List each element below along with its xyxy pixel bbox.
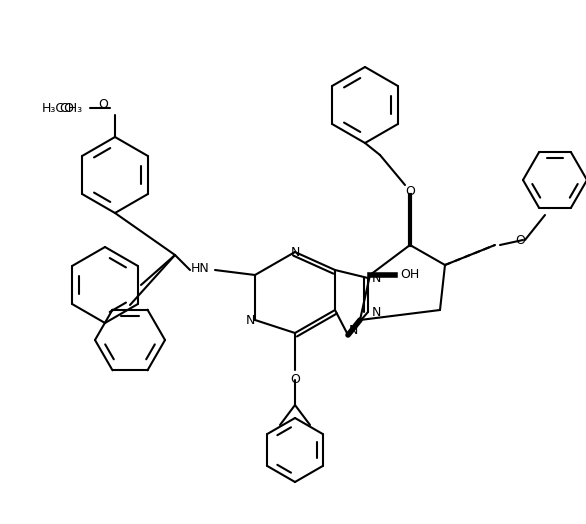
Text: N: N xyxy=(348,323,357,336)
Text: O: O xyxy=(290,373,300,386)
Text: N: N xyxy=(246,313,255,326)
Text: H₃CO: H₃CO xyxy=(42,102,75,115)
Text: O: O xyxy=(405,185,415,198)
Text: N: N xyxy=(372,305,381,319)
Text: HN: HN xyxy=(190,261,209,275)
Text: CH₃: CH₃ xyxy=(59,102,82,115)
Text: O: O xyxy=(515,234,525,246)
Text: OH: OH xyxy=(400,268,419,281)
Text: O: O xyxy=(98,99,108,112)
Text: N: N xyxy=(290,246,299,258)
Text: N: N xyxy=(372,271,381,285)
